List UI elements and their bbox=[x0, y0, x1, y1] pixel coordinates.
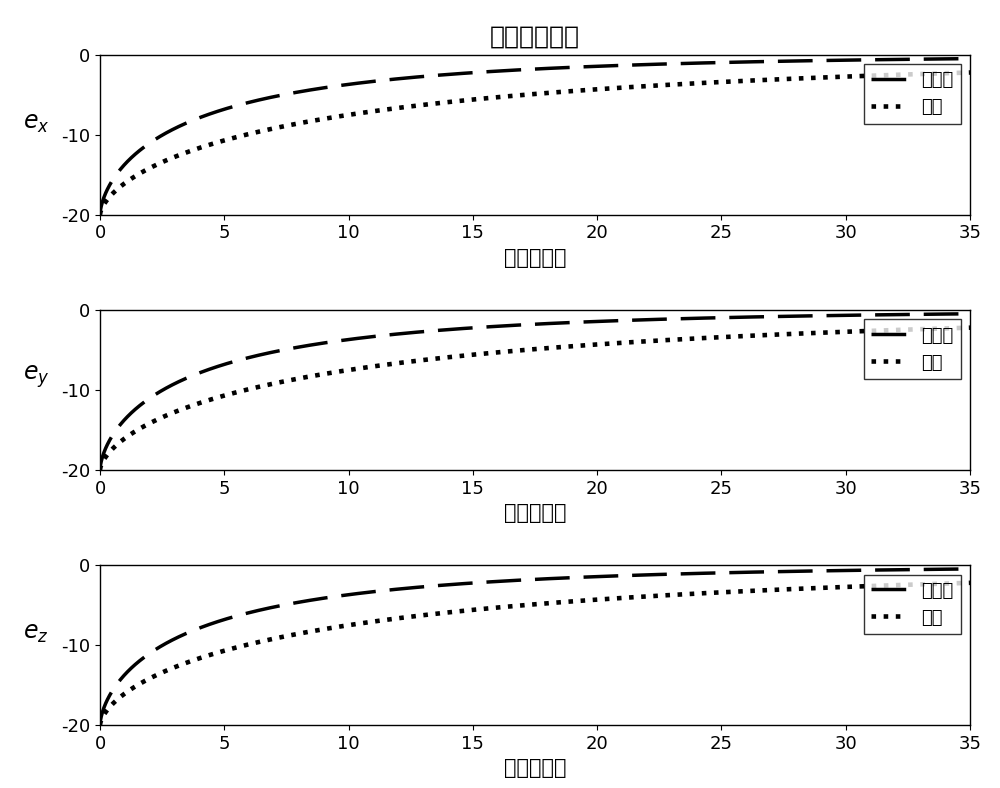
Line: 传统: 传统 bbox=[100, 583, 970, 725]
传统 bbox=[138, 166, 150, 176]
传统 bbox=[964, 323, 976, 333]
传统 bbox=[517, 90, 529, 99]
增强型 bbox=[964, 54, 976, 63]
增强型 bbox=[494, 66, 506, 76]
传统 bbox=[517, 345, 529, 355]
传统 bbox=[779, 329, 791, 339]
Y-axis label: $e_z$: $e_z$ bbox=[23, 621, 49, 645]
传统 bbox=[494, 92, 506, 102]
X-axis label: 时间（秒）: 时间（秒） bbox=[504, 248, 566, 268]
Legend: 增强型, 传统: 增强型, 传统 bbox=[864, 319, 961, 379]
Y-axis label: $e_y$: $e_y$ bbox=[23, 363, 49, 390]
增强型 bbox=[138, 397, 150, 407]
传统 bbox=[138, 676, 150, 686]
传统 bbox=[94, 720, 106, 730]
增强型 bbox=[517, 320, 529, 329]
传统 bbox=[94, 210, 106, 219]
Line: 传统: 传统 bbox=[100, 72, 970, 214]
X-axis label: 时间（秒）: 时间（秒） bbox=[504, 503, 566, 523]
传统 bbox=[494, 603, 506, 612]
增强型 bbox=[938, 54, 950, 64]
Line: 增强型: 增强型 bbox=[100, 314, 970, 470]
增强型 bbox=[138, 142, 150, 151]
增强型 bbox=[494, 322, 506, 331]
增强型 bbox=[779, 311, 791, 321]
增强型 bbox=[138, 652, 150, 662]
Legend: 增强型, 传统: 增强型, 传统 bbox=[864, 574, 961, 634]
增强型 bbox=[964, 309, 976, 318]
传统 bbox=[939, 324, 951, 333]
增强型 bbox=[517, 575, 529, 585]
Line: 增强型: 增强型 bbox=[100, 569, 970, 725]
Line: 增强型: 增强型 bbox=[100, 58, 970, 214]
传统 bbox=[938, 324, 950, 333]
X-axis label: 时间（秒）: 时间（秒） bbox=[504, 758, 566, 779]
增强型 bbox=[94, 465, 106, 474]
增强型 bbox=[94, 210, 106, 219]
传统 bbox=[779, 585, 791, 594]
增强型 bbox=[938, 564, 950, 574]
增强型 bbox=[938, 310, 950, 319]
传统 bbox=[964, 68, 976, 77]
传统 bbox=[494, 348, 506, 357]
传统 bbox=[938, 579, 950, 589]
增强型 bbox=[939, 564, 951, 574]
传统 bbox=[938, 69, 950, 78]
增强型 bbox=[779, 567, 791, 576]
Y-axis label: $e_x$: $e_x$ bbox=[23, 111, 49, 135]
Title: 位置跟踪误差: 位置跟踪误差 bbox=[490, 25, 580, 49]
增强型 bbox=[939, 54, 951, 64]
传统 bbox=[939, 579, 951, 589]
Line: 传统: 传统 bbox=[100, 328, 970, 470]
传统 bbox=[939, 69, 951, 78]
Legend: 增强型, 传统: 增强型, 传统 bbox=[864, 64, 961, 124]
传统 bbox=[94, 465, 106, 474]
传统 bbox=[779, 74, 791, 84]
增强型 bbox=[94, 720, 106, 730]
增强型 bbox=[517, 65, 529, 74]
增强型 bbox=[939, 310, 951, 319]
增强型 bbox=[779, 57, 791, 66]
传统 bbox=[964, 578, 976, 588]
增强型 bbox=[494, 577, 506, 586]
传统 bbox=[517, 600, 529, 610]
传统 bbox=[138, 422, 150, 431]
增强型 bbox=[964, 564, 976, 574]
